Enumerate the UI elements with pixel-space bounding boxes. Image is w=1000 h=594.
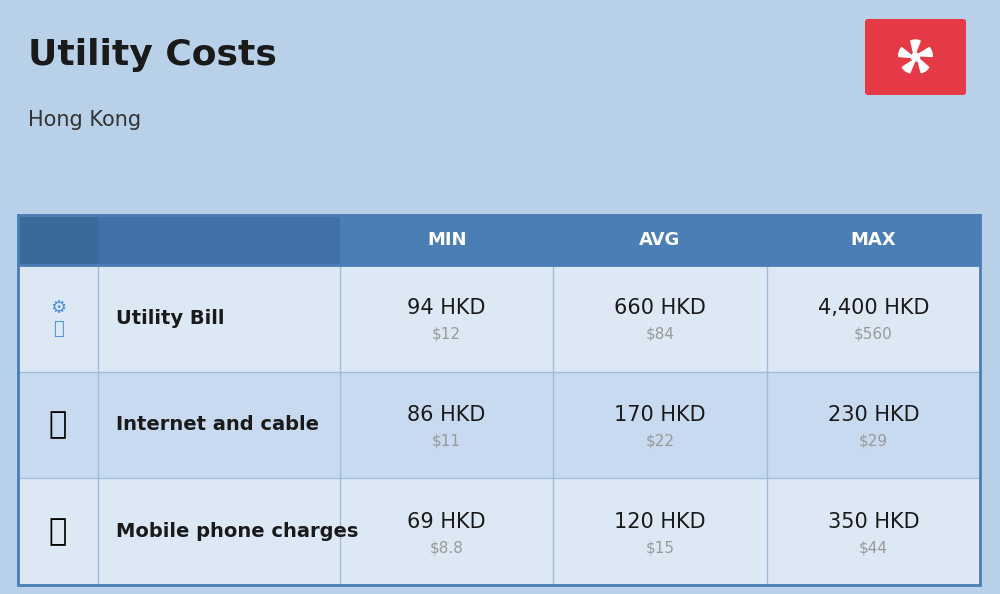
Text: $12: $12 [432, 327, 461, 342]
Text: 📡: 📡 [49, 410, 67, 440]
Text: 94 HKD: 94 HKD [407, 298, 486, 318]
Text: Hong Kong: Hong Kong [28, 110, 141, 130]
Text: ⚙
🔌: ⚙ 🔌 [50, 299, 66, 338]
Bar [18, 265, 980, 372]
Polygon shape [913, 54, 929, 72]
Bar [18, 215, 98, 265]
Text: $29: $29 [859, 434, 888, 448]
Text: $15: $15 [646, 540, 674, 555]
Polygon shape [912, 48, 932, 58]
Text: Utility Costs: Utility Costs [28, 38, 277, 72]
Bar [18, 215, 980, 585]
FancyBboxPatch shape [865, 19, 966, 95]
Text: 230 HKD: 230 HKD [828, 405, 919, 425]
Text: 86 HKD: 86 HKD [407, 405, 486, 425]
Text: 350 HKD: 350 HKD [828, 511, 919, 532]
Text: 170 HKD: 170 HKD [614, 405, 706, 425]
Circle shape [912, 53, 920, 61]
Text: $560: $560 [854, 327, 893, 342]
Bar [18, 478, 980, 585]
Polygon shape [911, 40, 920, 61]
Polygon shape [899, 48, 919, 58]
Text: MIN: MIN [427, 231, 466, 249]
Text: $44: $44 [859, 540, 888, 555]
Polygon shape [902, 54, 918, 72]
Text: $84: $84 [646, 327, 674, 342]
Bar [18, 215, 980, 265]
Text: Mobile phone charges: Mobile phone charges [116, 522, 358, 541]
Text: Utility Bill: Utility Bill [116, 309, 224, 328]
Text: 120 HKD: 120 HKD [614, 511, 706, 532]
Text: 660 HKD: 660 HKD [614, 298, 706, 318]
Text: 4,400 HKD: 4,400 HKD [818, 298, 929, 318]
Text: Internet and cable: Internet and cable [116, 415, 319, 434]
Text: 69 HKD: 69 HKD [407, 511, 486, 532]
Text: $22: $22 [646, 434, 674, 448]
Text: 📱: 📱 [49, 517, 67, 546]
Bar [98, 215, 340, 265]
Bar [18, 372, 980, 478]
Text: AVG: AVG [639, 231, 681, 249]
Text: $8.8: $8.8 [430, 540, 464, 555]
Text: MAX: MAX [851, 231, 896, 249]
Text: $11: $11 [432, 434, 461, 448]
